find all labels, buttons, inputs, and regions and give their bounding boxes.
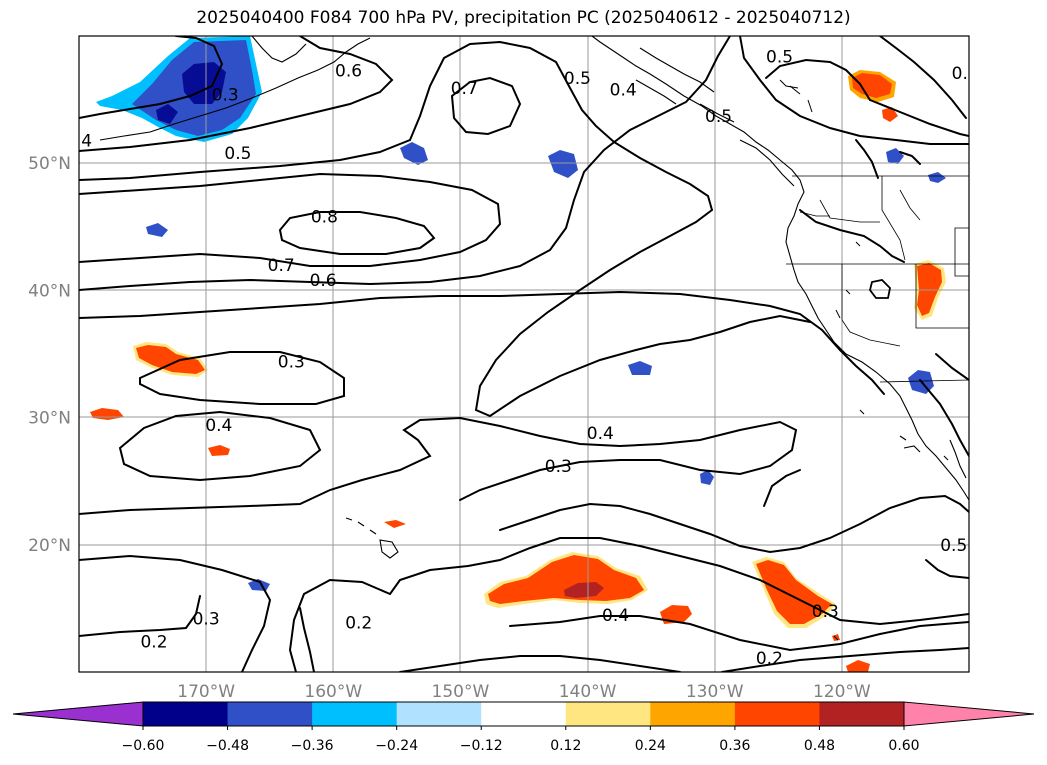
- colorbar-tick-label: 0.12: [550, 738, 581, 754]
- contour-label: 0.7: [268, 256, 295, 276]
- map-background: [79, 36, 969, 672]
- contour-label: 0.7: [451, 79, 478, 99]
- contour-label: 0.3: [545, 457, 572, 477]
- contour-labels: 0.5 0.3 4 0.6 0.7 0.5 0.4 0.5 0.5 0.4 0.8 0.7 0.6 0.3…: [81, 47, 979, 669]
- colorbar-tick-label: −0.12: [460, 738, 503, 754]
- colorbar-segment: [312, 702, 398, 726]
- colorbar-extend-low: [13, 702, 143, 726]
- contour-label: 0.3: [812, 602, 839, 622]
- lon-tick-label: 170°W: [177, 682, 235, 702]
- lon-tick-label: 160°W: [304, 682, 362, 702]
- contour-label: 0.5: [766, 47, 793, 67]
- map-title: 2025040400 F084 700 hPa PV, precipitatio…: [196, 8, 851, 28]
- lat-tick-label: 40°N: [28, 281, 71, 301]
- lon-tick-label: 150°W: [432, 682, 490, 702]
- colorbar-segment: [734, 702, 820, 726]
- contour-label: 4: [81, 131, 92, 151]
- contour-label: 0.4: [952, 64, 979, 84]
- map-frame: [78, 35, 970, 673]
- lon-tick-label: 120°W: [813, 682, 871, 702]
- colorbar-tick-label: −0.48: [206, 738, 249, 754]
- contour-label: 0.3: [278, 353, 305, 373]
- contour-label: 0.3: [212, 86, 239, 106]
- islands: [779, 79, 861, 641]
- colorbar-segment: [650, 702, 736, 726]
- contour-label: 0.4: [602, 606, 629, 626]
- contour-label: 0.8: [311, 208, 338, 228]
- contour-label: 0.5: [224, 144, 251, 164]
- contour-label: 0.4: [205, 416, 232, 436]
- colorbar-tick-label: −0.60: [122, 738, 165, 754]
- latitude-labels: 50°N 40°N 30°N 20°N: [28, 154, 71, 556]
- contour-label: 0.3: [193, 610, 220, 630]
- colorbar-tick-label: 0.24: [635, 738, 666, 754]
- colorbar-segment: [396, 702, 482, 726]
- contour-label: 0.4: [587, 424, 614, 444]
- colorbar-segments: [13, 702, 1034, 726]
- contour-label: 0.5: [705, 107, 732, 127]
- contour-label: 0.2: [756, 649, 783, 669]
- colorbar: −0.60 −0.48 −0.36 −0.24 −0.12 0.12 0.24 0.36 0.4…: [12, 701, 1035, 754]
- contour-label: 0.6: [335, 61, 362, 81]
- colorbar-tick-label: 0.60: [888, 738, 919, 754]
- pv-contours: [79, 36, 969, 672]
- colorbar-segment: [481, 702, 567, 726]
- contour-label: 0.2: [345, 613, 372, 633]
- contour-label: 0.5: [940, 536, 967, 556]
- contour-label: 0.4: [610, 80, 637, 100]
- colorbar-tick-label: 0.48: [804, 738, 835, 754]
- lat-tick-label: 50°N: [28, 154, 71, 174]
- lat-tick-label: 30°N: [28, 409, 71, 429]
- contour-label: 0.2: [140, 632, 167, 652]
- colorbar-ticks: −0.60 −0.48 −0.36 −0.24 −0.12 0.12 0.24 0.36 0.4…: [122, 726, 920, 754]
- lon-tick-label: 140°W: [559, 682, 617, 702]
- colorbar-segment: [819, 702, 905, 726]
- colorbar-extend-high: [904, 702, 1034, 726]
- colorbar-frame: [142, 701, 905, 727]
- colorbar-segment: [565, 702, 651, 726]
- borders: [786, 175, 969, 383]
- colorbar-segment: [227, 702, 313, 726]
- colorbar-segment: [143, 702, 229, 726]
- lat-tick-label: 20°N: [28, 536, 71, 556]
- contour-label: 0.5: [564, 69, 591, 89]
- colorbar-tick-label: 0.36: [719, 738, 750, 754]
- colorbar-tick-label: −0.24: [375, 738, 418, 754]
- lon-tick-label: 130°W: [686, 682, 744, 702]
- contour-label: 0.6: [310, 271, 337, 291]
- longitude-labels: 170°W 160°W 150°W 140°W 130°W 120°W: [177, 682, 871, 702]
- colorbar-tick-label: −0.36: [291, 738, 334, 754]
